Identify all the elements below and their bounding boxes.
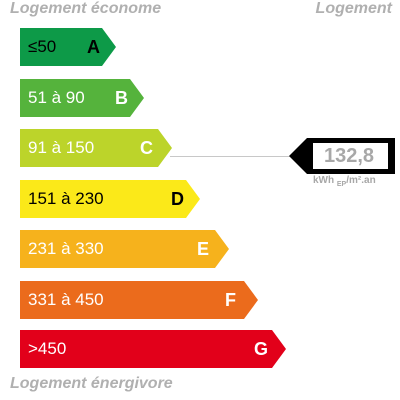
- band-g-shape: [20, 330, 286, 368]
- band-g-letter: G: [254, 339, 269, 359]
- band-e-shape: [20, 230, 229, 268]
- band-f-fill: [20, 281, 258, 319]
- top-right-label: Logement: [315, 0, 392, 17]
- band-a-shape: [20, 28, 116, 66]
- unit-sub: EP: [336, 181, 347, 188]
- band-d: 151 à 230 D: [20, 180, 200, 218]
- band-a-range: ≤50: [28, 37, 57, 56]
- band-c-range: 91 à 150: [28, 138, 95, 157]
- band-a-fill: [20, 28, 116, 66]
- band-f: 331 à 450 F: [20, 281, 258, 319]
- band-d-letter: D: [171, 189, 184, 209]
- rating-indicator: 132,8: [289, 138, 395, 174]
- band-d-shape: [20, 180, 200, 218]
- unit-tail: /m².an: [346, 175, 376, 186]
- band-e-range: 231 à 330: [28, 239, 104, 258]
- band-b-letter: B: [115, 88, 128, 108]
- band-e-fill: [20, 230, 229, 268]
- band-d-fill: [20, 180, 200, 218]
- connector-line: [170, 156, 290, 157]
- band-g-range: >450: [28, 339, 67, 358]
- band-e-letter: E: [197, 239, 210, 259]
- band-b-range: 51 à 90: [28, 88, 85, 107]
- band-d-range: 151 à 230: [28, 189, 104, 208]
- unit-main: kWh: [313, 175, 335, 186]
- band-f-letter: F: [225, 290, 236, 310]
- band-f-shape: [20, 281, 258, 319]
- band-a: ≤50 A: [20, 28, 116, 66]
- band-a-letter: A: [87, 37, 100, 57]
- band-b: 51 à 90 B: [20, 79, 144, 117]
- band-c-letter: C: [140, 138, 153, 158]
- indicator-arrow: [289, 138, 395, 174]
- band-g: >450 G: [20, 330, 286, 368]
- bottom-label: Logement énergivore: [10, 375, 173, 392]
- band-b-shape: [20, 79, 144, 117]
- top-left-label: Logement économe: [10, 0, 162, 17]
- band-c-shape: [20, 129, 172, 167]
- indicator-value: 132,8: [323, 145, 375, 167]
- band-f-range: 331 à 450: [28, 290, 104, 309]
- band-c-fill: [20, 129, 172, 167]
- indicator-unit: kWh EP/m².an: [313, 175, 376, 188]
- band-b-fill: [20, 79, 144, 117]
- band-g-fill: [20, 330, 286, 368]
- band-e: 231 à 330 E: [20, 230, 229, 268]
- band-c: 91 à 150 C: [20, 129, 172, 167]
